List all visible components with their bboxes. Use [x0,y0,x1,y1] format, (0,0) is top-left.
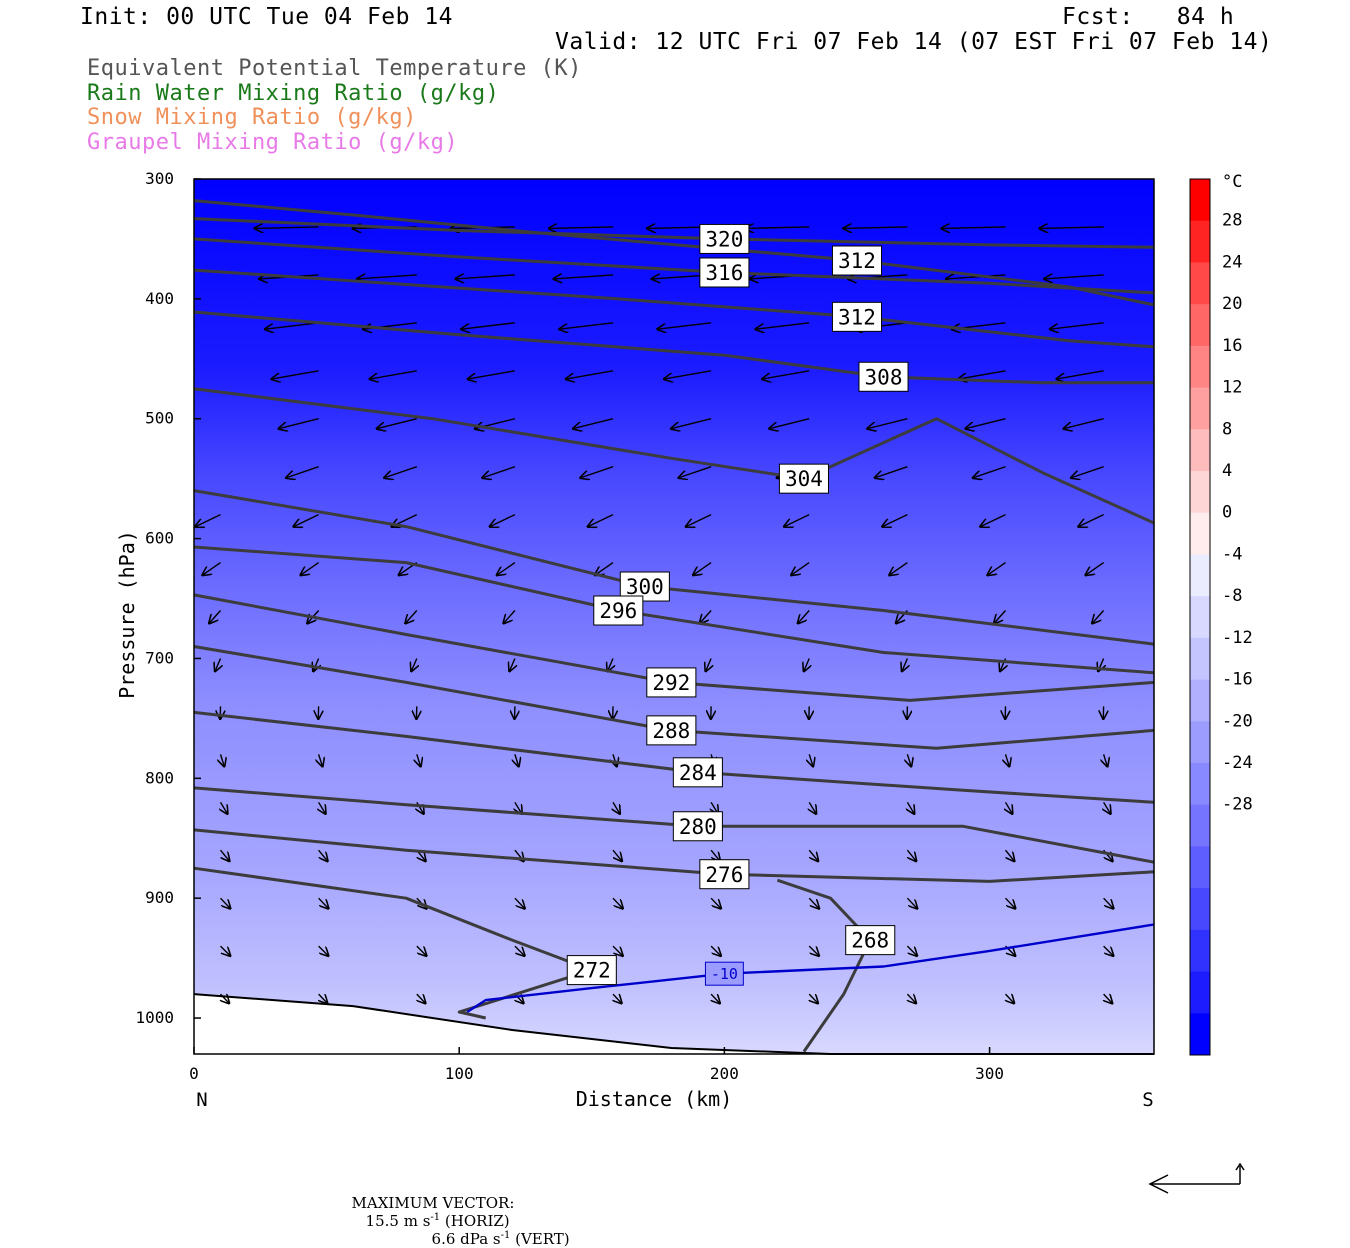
scale-vector [1150,1164,1244,1193]
colorbar-swatch [1190,221,1210,263]
colorbar-swatch [1190,304,1210,346]
y-tick-label: 1000 [135,1008,174,1027]
colorbar-swatch [1190,721,1210,763]
y-tick-label: 600 [145,529,174,548]
colorbar-swatch [1190,388,1210,430]
colorbar-swatch [1190,888,1210,930]
south-label: S [1142,1089,1153,1111]
vert-unit: (VERT) [510,1230,569,1248]
north-label: N [196,1089,207,1111]
colorbar-swatch [1190,471,1210,513]
colorbar-swatch [1190,763,1210,805]
colorbar-label: 0 [1222,503,1232,523]
y-tick-label: 300 [145,169,174,188]
colorbar-label: -8 [1222,586,1242,606]
theta-e-contour-label: 272 [573,959,611,983]
max-vector-label: MAXIMUM VECTOR: [352,1194,515,1212]
x-tick-label: 200 [710,1064,739,1083]
colorbar-swatch [1190,680,1210,722]
horiz-value: 15.5 m s [366,1212,431,1230]
temperature-shading [194,179,1154,1054]
x-axis-label: Distance (km) [576,1087,733,1111]
vert-exp: -1 [501,1230,511,1241]
colorbar-label: -4 [1222,544,1242,564]
colorbar-swatch [1190,638,1210,680]
y-axis-label: Pressure (hPa) [115,530,139,699]
colorbar-label: 24 [1222,252,1242,272]
theta-e-contour-label: 304 [785,467,823,491]
max-vector-note: MAXIMUM VECTOR: 15.5 m s-1 (HORIZ) 6.6 d… [342,1176,570,1248]
temperature-contour-label: -10 [711,965,738,983]
theta-e-contour-label: 320 [705,227,743,251]
y-tick-label: 400 [145,289,174,308]
x-tick-label: 0 [189,1064,199,1083]
x-tick-label: 300 [975,1064,1004,1083]
colorbar-swatch [1190,513,1210,555]
x-tick-label: 100 [445,1064,474,1083]
theta-e-contour-label: 280 [679,815,717,839]
theta-e-contour-label: 288 [652,719,690,743]
theta-e-contour-label: 312 [838,249,876,273]
theta-e-contour-label: 276 [705,863,743,887]
colorbar-swatch [1190,846,1210,888]
colorbar-label: 12 [1222,378,1242,398]
colorbar-label: -12 [1222,628,1253,648]
colorbar-label: 4 [1222,461,1232,481]
colorbar-label: 28 [1222,211,1242,231]
theta-e-contour-label: 300 [626,575,664,599]
theta-e-contour-label: 312 [838,305,876,329]
theta-e-contour-label: 316 [705,261,743,285]
colorbar-swatch [1190,262,1210,304]
theta-e-contour-label: 292 [652,671,690,695]
colorbar-swatch [1190,1013,1210,1055]
colorbar-swatch [1190,930,1210,972]
theta-e-contour-label: 284 [679,761,717,785]
y-tick-label: 900 [145,888,174,907]
y-tick-label: 800 [145,768,174,787]
colorbar-swatch [1190,596,1210,638]
colorbar-swatch [1190,429,1210,471]
y-tick-label: 700 [145,648,174,667]
colorbar-swatch [1190,179,1210,221]
colorbar-label: 16 [1222,336,1242,356]
colorbar-label: -20 [1222,711,1253,731]
horiz-exp: -1 [430,1212,440,1223]
colorbar-swatch [1190,554,1210,596]
theta-e-contour-label: 268 [851,929,889,953]
colorbar-swatch [1190,805,1210,847]
colorbar-label: 8 [1222,419,1232,439]
colorbar-swatch [1190,972,1210,1014]
colorbar-label: -16 [1222,670,1253,690]
theta-e-contour-label: 296 [599,599,637,623]
vert-value: 6.6 dPa s [432,1230,501,1248]
colorbar-swatch [1190,346,1210,388]
colorbar-label: 20 [1222,294,1242,314]
horiz-unit: (HORIZ) [440,1212,510,1230]
colorbar-label: -28 [1222,795,1253,815]
colorbar-unit: °C [1222,172,1242,192]
colorbar-label: -24 [1222,753,1253,773]
y-tick-label: 500 [145,409,174,428]
theta-e-contour-label: 308 [865,365,903,389]
